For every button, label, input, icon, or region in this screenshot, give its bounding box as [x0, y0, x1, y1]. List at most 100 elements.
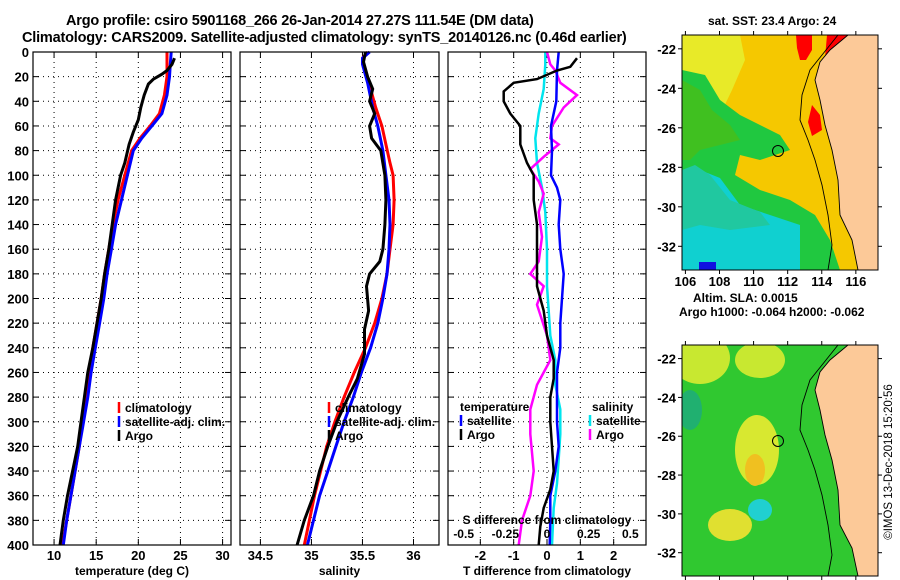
sla-map	[682, 345, 878, 576]
y-tick-label: 400	[7, 538, 29, 553]
map-y-tick-label: -24	[657, 81, 677, 96]
y-tick-label: 260	[7, 365, 29, 380]
x-axis-label: T difference from climatology	[463, 564, 631, 578]
series-t-argo	[502, 57, 578, 546]
map-x-tick-label: 116	[845, 274, 866, 289]
x2-tick-label: 0.5	[622, 527, 639, 541]
map-y-tick-label: -26	[657, 121, 676, 136]
sst-hot-patch	[796, 35, 812, 60]
legend-label: Argo	[467, 428, 495, 442]
credit-text: ©IMOS 13-Dec-2018 15:20:56	[883, 384, 895, 540]
sla-yellow-blob-1	[682, 345, 730, 384]
map-y-tick-label: -24	[657, 390, 677, 405]
coastline	[814, 345, 859, 576]
x-tick-label: -2	[475, 548, 487, 563]
y-tick-label: 120	[7, 193, 29, 208]
legend-label: climatology	[125, 401, 192, 415]
x2-tick-label: 0	[544, 527, 551, 541]
legend-label: satellite-adj. clim.	[125, 415, 225, 429]
map-y-tick-label: -30	[657, 507, 676, 522]
plot-frame	[447, 51, 647, 546]
x-tick-label: 10	[47, 548, 61, 563]
x2-tick-label: 0.25	[577, 527, 601, 541]
x-tick-label: 0	[543, 548, 550, 563]
sst-map	[682, 35, 878, 270]
sla-cyan-blob	[748, 499, 772, 521]
x-tick-label: 2	[610, 548, 617, 563]
y-tick-label: 380	[7, 513, 29, 528]
y-tick-label: 360	[7, 489, 29, 504]
y-tick-label: 20	[15, 70, 29, 85]
title-line-1: Argo profile: csiro 5901168_266 26-Jan-2…	[66, 13, 534, 29]
y-tick-label: 300	[7, 415, 29, 430]
sla-orange-blob	[745, 454, 765, 486]
land	[815, 35, 878, 270]
x-axis-label: temperature (deg C)	[75, 564, 189, 578]
sst-map-frame	[681, 34, 879, 271]
legend-label: satellite	[596, 414, 641, 428]
salinity-profile: 34.5 35 35.5 36 salinity climatologysatellite…	[239, 50, 440, 578]
x-tick-label: 36	[406, 548, 420, 563]
sst-greenish-patch	[682, 80, 740, 160]
y-tick-label: 280	[7, 390, 29, 405]
sla-map-title-2: Argo h1000: -0.064 h2000: -0.062	[679, 305, 865, 319]
y-tick-label: 100	[7, 168, 29, 183]
sla-map-title-1: Altim. SLA: 0.0015	[693, 291, 798, 305]
legend-heading-salinity: salinity	[592, 400, 634, 414]
series-argo	[58, 57, 176, 546]
sst-map-title: sat. SST: 23.4 Argo: 24	[708, 14, 837, 28]
y-tick-label: 220	[7, 316, 29, 331]
sla-map-frame	[681, 344, 879, 577]
map-x-tick-label: 112	[777, 274, 798, 289]
isobath	[799, 35, 839, 270]
sst-hot-coast-2	[808, 105, 822, 136]
x2-axis-label: S difference from climatology	[463, 513, 632, 527]
series-satellite-adj-clim-	[61, 51, 173, 546]
x-tick-label: 34.5	[248, 548, 273, 563]
y-tick-label: 0	[22, 45, 29, 60]
map-y-tick-label: -32	[657, 546, 676, 561]
map-x-tick-label: 108	[709, 274, 731, 289]
x-tick-label: 35	[304, 548, 318, 563]
sst-map-axes: 106 108 110 112 114 116 -22 -24 -26 -28 -30 -32	[657, 31, 882, 289]
map-y-tick-label: -26	[657, 429, 676, 444]
sla-yellow-blob-4	[708, 509, 752, 541]
x-tick-label: 25	[173, 548, 187, 563]
land	[815, 345, 878, 576]
series-s-satellite	[534, 52, 562, 546]
legend-label: Argo	[596, 428, 624, 442]
series-s-argo	[517, 51, 579, 546]
x-tick-label: 15	[89, 548, 103, 563]
y-tick-label: 80	[15, 144, 29, 159]
y-tick-label: 200	[7, 292, 29, 307]
map-y-tick-label: -28	[657, 468, 676, 483]
x-tick-label: 35.5	[350, 548, 375, 563]
sla-teal-blob	[682, 390, 702, 430]
map-y-tick-label: -22	[657, 42, 676, 57]
y-tick-label: 180	[7, 267, 29, 282]
coastline	[814, 35, 859, 270]
y-tick-label: 140	[7, 218, 29, 233]
argo-position-marker	[772, 145, 784, 157]
map-y-tick-label: -28	[657, 160, 676, 175]
map-y-tick-label: -22	[657, 352, 676, 367]
sla-yellow-blob-2	[735, 345, 785, 378]
map-x-tick-label: 110	[743, 274, 764, 289]
x2-tick-label: -0.25	[492, 527, 520, 541]
x2-tick-label: -0.5	[453, 527, 474, 541]
map-x-tick-label: 106	[675, 274, 697, 289]
difference-profile: -2 -1 0 1 2T difference from climatology S di…	[447, 51, 647, 578]
legend: temperature salinitysatelliteArgosatellit…	[459, 400, 641, 442]
y-tick-label: 160	[7, 242, 29, 257]
isobath	[799, 345, 839, 576]
y-tick-label: 40	[15, 94, 29, 109]
y-tick-label: 320	[7, 439, 29, 454]
plot-frame	[239, 51, 440, 546]
map-y-tick-label: -32	[657, 239, 676, 254]
legend-heading-temperature: temperature	[460, 400, 530, 414]
y-tick-label: 240	[7, 341, 29, 356]
series-argo	[295, 51, 388, 546]
legend-label: climatology	[335, 401, 402, 415]
argo-position-marker	[772, 435, 784, 447]
